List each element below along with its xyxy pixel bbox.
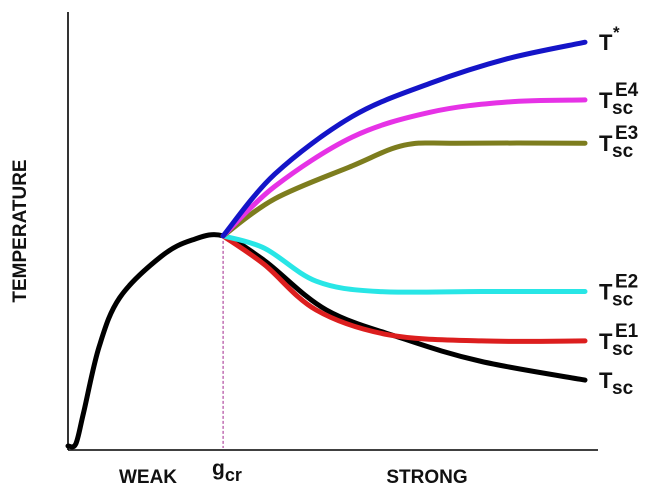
series-label-5: Tsc (599, 368, 634, 399)
y-axis-label: TEMPERATURE (10, 159, 31, 302)
series-label-1: T E4 sc (599, 80, 639, 119)
series-line-1 (220, 97, 588, 239)
series-label-base: T (599, 88, 613, 113)
series-label-superscript: E2 (615, 272, 638, 293)
series-label-base: T (599, 329, 613, 354)
x-label-critical-base: g (212, 457, 225, 480)
series-label-subscript: sc (612, 378, 634, 399)
series-line-3 (220, 233, 588, 295)
series-label-2: T E3 sc (599, 123, 638, 162)
x-label-critical-subscript: cr (225, 465, 242, 485)
series-label-base: T (599, 280, 613, 305)
series-label-subscript: sc (612, 98, 634, 119)
series-label-superscript: * (613, 23, 620, 42)
series-label-3: T E2 sc (599, 272, 638, 311)
series-label-superscript: E1 (615, 321, 639, 342)
series-line-4 (220, 233, 588, 344)
series-label-base: T (599, 30, 613, 55)
series-line-2 (220, 140, 588, 239)
series-label-subscript: sc (612, 339, 634, 360)
x-label-critical-coupling: gcr (212, 457, 242, 485)
x-label-weak: WEAK (119, 467, 177, 488)
series-label-0: T* (599, 23, 620, 55)
axes (67, 12, 598, 451)
curves (65, 39, 588, 450)
series-label-base: T (599, 368, 613, 393)
series-line-0 (220, 39, 588, 239)
series-label-superscript: E4 (615, 80, 639, 101)
series-label-4: T E1 sc (599, 321, 639, 360)
series-label-subscript: sc (612, 141, 634, 162)
series-label-subscript: sc (612, 290, 634, 311)
x-label-strong: STRONG (386, 467, 467, 488)
series-line-5 (65, 232, 588, 450)
series-label-superscript: E3 (615, 123, 638, 144)
series-label-base: T (599, 131, 613, 156)
